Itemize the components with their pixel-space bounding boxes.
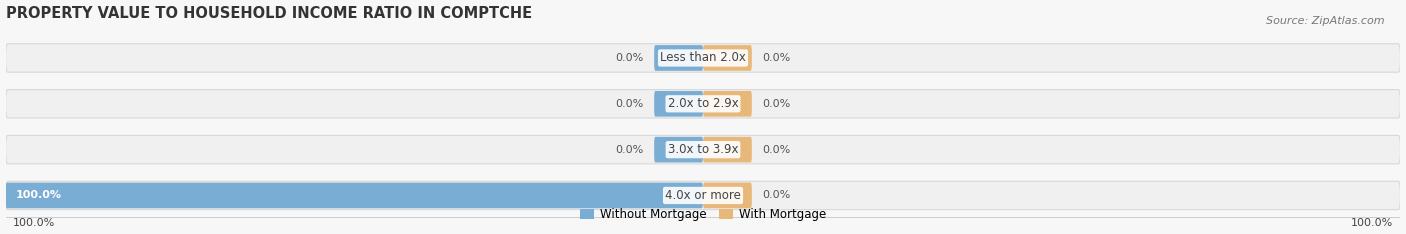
Text: 0.0%: 0.0% <box>762 145 790 155</box>
FancyBboxPatch shape <box>654 137 703 162</box>
FancyBboxPatch shape <box>6 135 1400 164</box>
Text: Source: ZipAtlas.com: Source: ZipAtlas.com <box>1267 16 1385 26</box>
Text: 3.0x to 3.9x: 3.0x to 3.9x <box>668 143 738 156</box>
Text: 0.0%: 0.0% <box>762 99 790 109</box>
Text: 0.0%: 0.0% <box>616 99 644 109</box>
Text: 100.0%: 100.0% <box>13 218 55 228</box>
Text: Less than 2.0x: Less than 2.0x <box>659 51 747 65</box>
FancyBboxPatch shape <box>654 91 703 117</box>
Legend: Without Mortgage, With Mortgage: Without Mortgage, With Mortgage <box>575 203 831 226</box>
Text: 0.0%: 0.0% <box>616 145 644 155</box>
FancyBboxPatch shape <box>6 183 703 208</box>
FancyBboxPatch shape <box>654 45 703 71</box>
FancyBboxPatch shape <box>703 137 752 162</box>
Text: 0.0%: 0.0% <box>616 53 644 63</box>
Text: PROPERTY VALUE TO HOUSEHOLD INCOME RATIO IN COMPTCHE: PROPERTY VALUE TO HOUSEHOLD INCOME RATIO… <box>6 6 531 21</box>
Text: 0.0%: 0.0% <box>762 53 790 63</box>
FancyBboxPatch shape <box>6 90 1400 118</box>
Text: 4.0x or more: 4.0x or more <box>665 189 741 202</box>
Text: 2.0x to 2.9x: 2.0x to 2.9x <box>668 97 738 110</box>
Text: 100.0%: 100.0% <box>1351 218 1393 228</box>
FancyBboxPatch shape <box>6 44 1400 72</box>
FancyBboxPatch shape <box>703 91 752 117</box>
FancyBboxPatch shape <box>703 45 752 71</box>
FancyBboxPatch shape <box>6 181 1400 210</box>
FancyBboxPatch shape <box>703 183 752 208</box>
Text: 100.0%: 100.0% <box>15 190 62 201</box>
Text: 0.0%: 0.0% <box>762 190 790 201</box>
